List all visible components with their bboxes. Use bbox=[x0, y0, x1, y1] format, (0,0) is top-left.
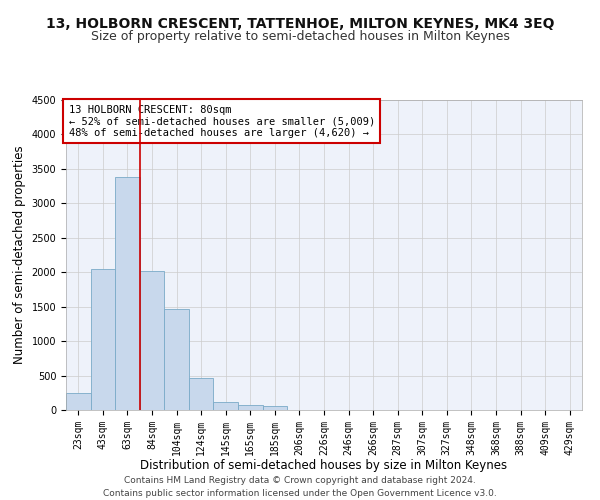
Bar bbox=[263, 406, 287, 410]
Text: Contains HM Land Registry data © Crown copyright and database right 2024.
Contai: Contains HM Land Registry data © Crown c… bbox=[103, 476, 497, 498]
Bar bbox=[164, 310, 189, 410]
Bar bbox=[140, 271, 164, 410]
Text: 13, HOLBORN CRESCENT, TATTENHOE, MILTON KEYNES, MK4 3EQ: 13, HOLBORN CRESCENT, TATTENHOE, MILTON … bbox=[46, 18, 554, 32]
Y-axis label: Number of semi-detached properties: Number of semi-detached properties bbox=[13, 146, 26, 364]
Bar bbox=[115, 177, 140, 410]
Text: 13 HOLBORN CRESCENT: 80sqm
← 52% of semi-detached houses are smaller (5,009)
48%: 13 HOLBORN CRESCENT: 80sqm ← 52% of semi… bbox=[68, 104, 375, 138]
Text: Size of property relative to semi-detached houses in Milton Keynes: Size of property relative to semi-detach… bbox=[91, 30, 509, 43]
Bar bbox=[66, 393, 91, 410]
Bar bbox=[238, 405, 263, 410]
Bar bbox=[189, 378, 214, 410]
Bar bbox=[214, 402, 238, 410]
Bar bbox=[91, 269, 115, 410]
X-axis label: Distribution of semi-detached houses by size in Milton Keynes: Distribution of semi-detached houses by … bbox=[140, 459, 508, 472]
